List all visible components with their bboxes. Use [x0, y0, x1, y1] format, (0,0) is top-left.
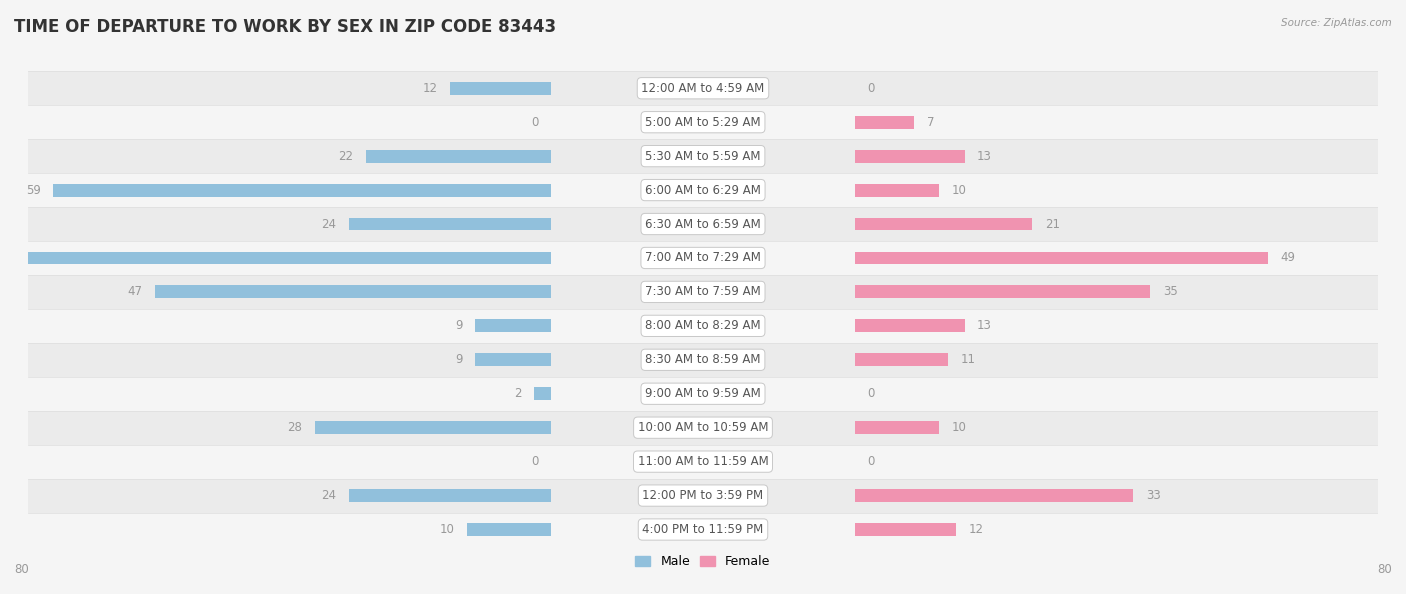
Bar — [53, 184, 551, 197]
Text: 35: 35 — [1163, 285, 1177, 298]
Bar — [28, 105, 1378, 139]
Text: 0: 0 — [868, 82, 875, 95]
Bar — [366, 150, 551, 163]
Text: 80: 80 — [14, 563, 28, 576]
Bar — [855, 184, 939, 197]
Bar — [475, 320, 551, 332]
Text: 6:30 AM to 6:59 AM: 6:30 AM to 6:59 AM — [645, 217, 761, 230]
Text: 47: 47 — [127, 285, 142, 298]
Bar — [28, 207, 1378, 241]
Text: 13: 13 — [977, 150, 993, 163]
Text: 24: 24 — [321, 217, 336, 230]
Text: 12:00 PM to 3:59 PM: 12:00 PM to 3:59 PM — [643, 489, 763, 502]
Bar — [855, 286, 1150, 298]
Bar — [855, 353, 948, 366]
Text: 9:00 AM to 9:59 AM: 9:00 AM to 9:59 AM — [645, 387, 761, 400]
Bar — [28, 445, 1378, 479]
Text: 11: 11 — [960, 353, 976, 366]
Text: 80: 80 — [1378, 563, 1392, 576]
Text: 7:30 AM to 7:59 AM: 7:30 AM to 7:59 AM — [645, 285, 761, 298]
Bar — [855, 523, 956, 536]
Text: TIME OF DEPARTURE TO WORK BY SEX IN ZIP CODE 83443: TIME OF DEPARTURE TO WORK BY SEX IN ZIP … — [14, 18, 557, 36]
Bar — [855, 150, 965, 163]
Text: 4:00 PM to 11:59 PM: 4:00 PM to 11:59 PM — [643, 523, 763, 536]
Text: 2: 2 — [515, 387, 522, 400]
Bar — [28, 241, 1378, 275]
Text: 0: 0 — [531, 455, 538, 468]
Bar — [534, 387, 551, 400]
Text: 13: 13 — [977, 320, 993, 333]
Text: 8:30 AM to 8:59 AM: 8:30 AM to 8:59 AM — [645, 353, 761, 366]
Text: 7:00 AM to 7:29 AM: 7:00 AM to 7:29 AM — [645, 251, 761, 264]
Text: 10:00 AM to 10:59 AM: 10:00 AM to 10:59 AM — [638, 421, 768, 434]
Bar — [467, 523, 551, 536]
Bar — [855, 217, 1032, 230]
Bar — [855, 489, 1133, 502]
Text: 12:00 AM to 4:59 AM: 12:00 AM to 4:59 AM — [641, 82, 765, 95]
Bar — [0, 251, 551, 264]
Legend: Male, Female: Male, Female — [630, 551, 776, 573]
Bar — [855, 251, 1268, 264]
Text: 59: 59 — [25, 184, 41, 197]
Bar — [475, 353, 551, 366]
Bar — [855, 116, 914, 129]
Bar — [349, 489, 551, 502]
Text: Source: ZipAtlas.com: Source: ZipAtlas.com — [1281, 18, 1392, 28]
Text: 5:00 AM to 5:29 AM: 5:00 AM to 5:29 AM — [645, 116, 761, 129]
Bar — [349, 217, 551, 230]
Text: 9: 9 — [456, 320, 463, 333]
Text: 24: 24 — [321, 489, 336, 502]
Bar — [28, 173, 1378, 207]
Bar — [450, 82, 551, 94]
Text: 21: 21 — [1045, 217, 1060, 230]
Text: 12: 12 — [422, 82, 437, 95]
Bar — [28, 479, 1378, 513]
Text: 9: 9 — [456, 353, 463, 366]
Text: 10: 10 — [439, 523, 454, 536]
Text: 0: 0 — [868, 455, 875, 468]
Text: 11:00 AM to 11:59 AM: 11:00 AM to 11:59 AM — [638, 455, 768, 468]
Text: 10: 10 — [952, 184, 967, 197]
Text: 28: 28 — [287, 421, 302, 434]
Bar — [28, 513, 1378, 546]
Bar — [28, 71, 1378, 105]
Text: 10: 10 — [952, 421, 967, 434]
Bar — [28, 309, 1378, 343]
Text: 12: 12 — [969, 523, 984, 536]
Bar — [28, 343, 1378, 377]
Text: 7: 7 — [927, 116, 934, 129]
Text: 8:00 AM to 8:29 AM: 8:00 AM to 8:29 AM — [645, 320, 761, 333]
Bar — [28, 275, 1378, 309]
Text: 49: 49 — [1281, 251, 1296, 264]
Text: 33: 33 — [1146, 489, 1160, 502]
Text: 0: 0 — [531, 116, 538, 129]
Bar — [315, 421, 551, 434]
Bar — [855, 421, 939, 434]
Text: 6:00 AM to 6:29 AM: 6:00 AM to 6:29 AM — [645, 184, 761, 197]
Text: 22: 22 — [337, 150, 353, 163]
Text: 0: 0 — [868, 387, 875, 400]
Bar — [28, 377, 1378, 410]
Bar — [28, 410, 1378, 445]
Bar — [155, 286, 551, 298]
Text: 5:30 AM to 5:59 AM: 5:30 AM to 5:59 AM — [645, 150, 761, 163]
Bar — [28, 139, 1378, 173]
Bar — [855, 320, 965, 332]
